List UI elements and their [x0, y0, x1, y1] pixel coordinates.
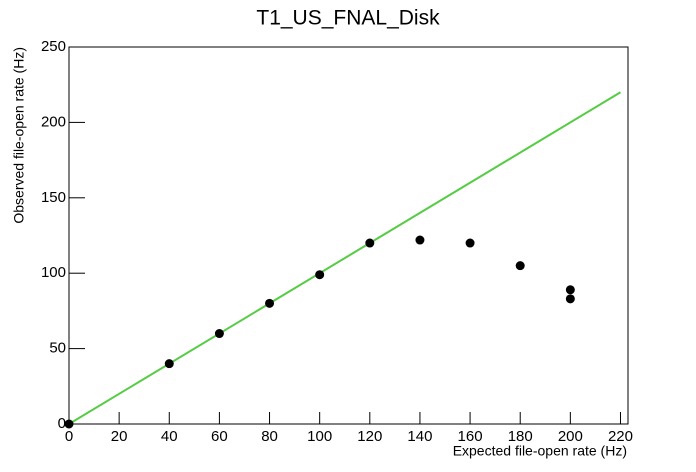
x-axis-label: Expected file-open rate (Hz)	[453, 443, 627, 459]
data-point	[565, 294, 575, 304]
data-point	[164, 359, 174, 369]
data-point	[465, 238, 475, 248]
y-tick-label: 50	[49, 340, 66, 357]
y-tick-label: 0	[58, 415, 66, 432]
y-tick-label: 200	[41, 113, 66, 130]
y-tick-label: 150	[41, 189, 66, 206]
x-tick-label: 220	[608, 428, 633, 445]
reference-line	[68, 91, 621, 425]
data-point	[64, 419, 74, 429]
x-tick-label: 100	[307, 428, 332, 445]
x-tick-label: 80	[261, 428, 278, 445]
frame	[68, 46, 629, 425]
x-tick-label: 140	[407, 428, 432, 445]
chart-title: T1_US_FNAL_Disk	[256, 7, 440, 30]
x-tick-label: 120	[357, 428, 382, 445]
x-tick-label: 20	[111, 428, 128, 445]
x-tick-label: 180	[508, 428, 533, 445]
data-point	[214, 329, 224, 339]
y-tick-label: 250	[41, 38, 66, 55]
x-tick-label: 40	[161, 428, 178, 445]
data-point	[315, 270, 325, 280]
x-tick-label: 160	[458, 428, 483, 445]
data-point	[415, 235, 425, 245]
y-axis-label: Observed file-open rate (Hz)	[11, 47, 27, 224]
data-point	[365, 238, 375, 248]
x-tick-label: 60	[211, 428, 228, 445]
data-point	[515, 261, 525, 271]
x-tick-label: 200	[558, 428, 583, 445]
data-point	[565, 285, 575, 295]
y-tick-label: 100	[41, 264, 66, 281]
data-point	[265, 298, 275, 308]
x-tick-label: 0	[65, 428, 73, 445]
